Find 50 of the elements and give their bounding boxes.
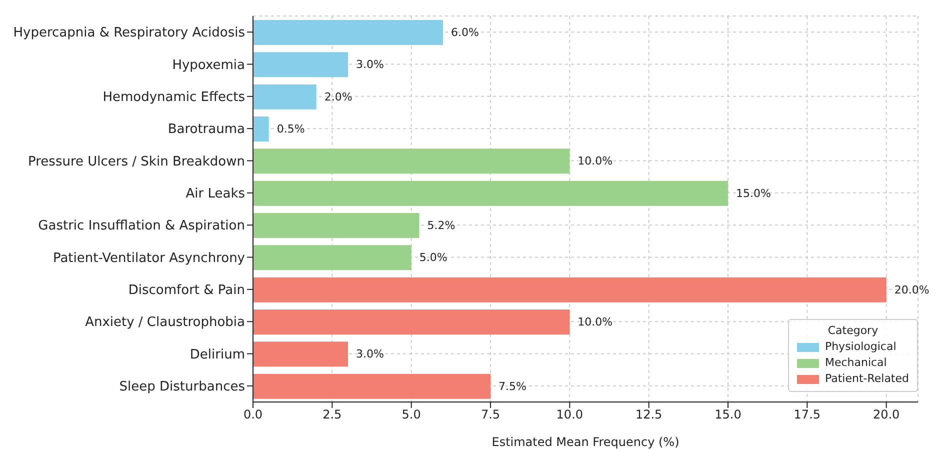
bar bbox=[253, 20, 443, 45]
data-label: 10.0% bbox=[578, 316, 613, 328]
y-tick-label: Air Leaks bbox=[186, 186, 246, 202]
x-tick-label: 2.5 bbox=[322, 408, 342, 422]
bar bbox=[253, 148, 570, 174]
data-label: 6.0% bbox=[451, 26, 479, 39]
legend-label: Mechanical bbox=[824, 355, 887, 371]
bar bbox=[253, 342, 348, 367]
data-label: 10.0% bbox=[578, 154, 613, 168]
y-tick-label: Barotrauma bbox=[168, 122, 245, 138]
x-tick-label: 10.0 bbox=[556, 408, 584, 422]
bar bbox=[253, 84, 316, 110]
data-label: 7.5% bbox=[498, 380, 526, 393]
legend-label: Physiological bbox=[824, 339, 896, 355]
data-label: 0.5% bbox=[276, 122, 305, 136]
bar bbox=[253, 245, 412, 270]
y-tick-label: Gastric Insufflation & Aspiration bbox=[38, 218, 245, 234]
data-label: 3.0% bbox=[356, 58, 384, 72]
y-tick-label: Patient-Ventilator Asynchrony bbox=[52, 250, 246, 266]
x-tick-label: 0.0 bbox=[243, 408, 263, 422]
data-label: 20.0% bbox=[894, 283, 930, 296]
bar bbox=[253, 213, 420, 238]
y-tick-label: Hypoxemia bbox=[172, 58, 245, 73]
bar bbox=[253, 277, 886, 302]
y-tick-label: Hemodynamic Effects bbox=[102, 90, 246, 106]
legend-label: Patient-Related bbox=[824, 371, 909, 387]
x-tick-label: 7.5 bbox=[480, 408, 500, 422]
y-tick-label: Sleep Disturbances bbox=[119, 380, 246, 395]
bar bbox=[253, 310, 570, 334]
x-tick-label: 5.0 bbox=[402, 408, 421, 422]
y-tick-label: Pressure Ulcers / Skin Breakdown bbox=[28, 154, 245, 170]
data-label: 5.2% bbox=[427, 219, 456, 232]
x-tick-label: 15.0 bbox=[714, 408, 742, 422]
x-tick-label: 20.0 bbox=[872, 408, 900, 422]
y-tick-label: Discomfort & Pain bbox=[128, 283, 245, 298]
legend-title: Category bbox=[826, 324, 880, 337]
x-tick-label: 12.5 bbox=[635, 408, 662, 422]
data-label: 15.0% bbox=[736, 186, 771, 200]
y-tick-label: Hypercapnia & Respiratory Acidosis bbox=[13, 26, 246, 41]
data-label: 5.0% bbox=[419, 251, 448, 264]
y-tick-label: Delirium bbox=[190, 347, 245, 362]
bar bbox=[253, 374, 490, 399]
bar bbox=[253, 52, 348, 78]
data-label: 2.0% bbox=[324, 90, 352, 104]
bar bbox=[253, 180, 728, 206]
data-label: 3.0% bbox=[356, 348, 384, 361]
bar bbox=[253, 116, 269, 142]
x-axis-title: Estimated Mean Frequency (%) bbox=[492, 435, 680, 449]
x-tick-label: 17.5 bbox=[794, 408, 821, 422]
y-tick-label: Anxiety / Claustrophobia bbox=[85, 315, 245, 330]
